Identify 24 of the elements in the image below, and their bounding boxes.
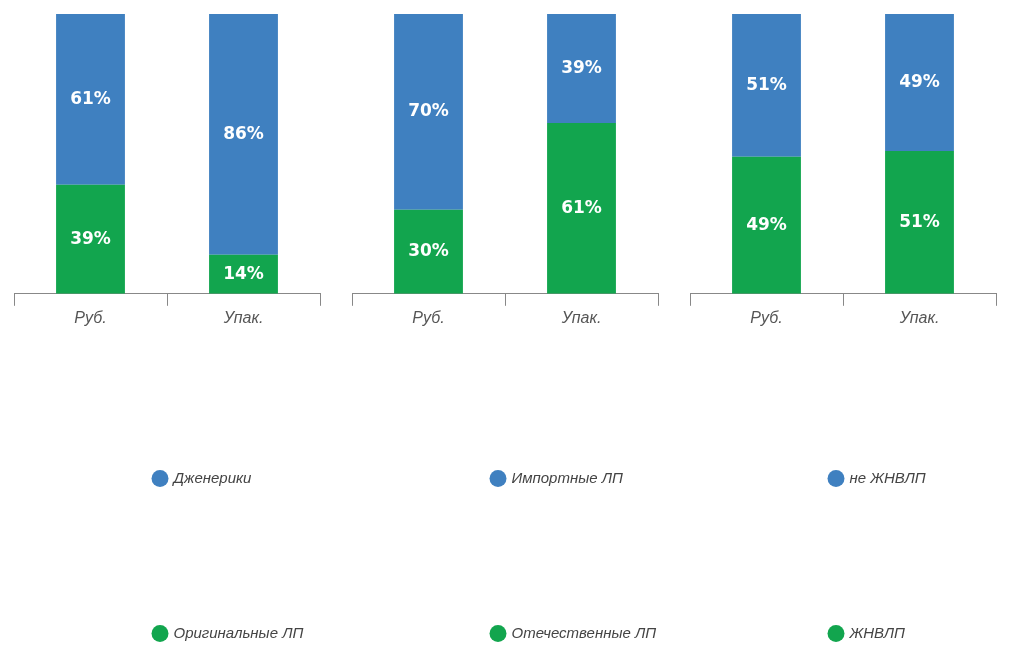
legend-label: не ЖНВЛП: [849, 468, 926, 486]
legend-label: Дженерики: [171, 468, 253, 486]
data-label: 14%: [223, 262, 264, 283]
data-label: 86%: [223, 122, 264, 143]
data-label: 51%: [899, 210, 940, 231]
data-label: 49%: [746, 213, 787, 234]
data-label: 61%: [70, 87, 111, 108]
data-label: 51%: [746, 73, 787, 94]
data-label: 30%: [408, 240, 449, 261]
data-label: 39%: [70, 227, 111, 248]
data-label: 61%: [561, 196, 602, 217]
legend-label: Отечественные ЛП: [511, 623, 657, 641]
data-label: 39%: [561, 56, 602, 77]
legend-label: ЖНВЛП: [848, 623, 906, 641]
data-label: 49%: [899, 70, 940, 91]
x-tick-label: Упак.: [560, 308, 602, 326]
data-label: 70%: [408, 100, 449, 121]
legend-label: Оригинальные ЛП: [173, 623, 304, 641]
x-tick-label: Упак.: [222, 308, 264, 326]
x-tick-label: Руб.: [74, 308, 107, 326]
legend-label: Импортные ЛП: [511, 468, 624, 486]
x-tick-label: Руб.: [750, 308, 783, 326]
x-tick-label: Упак.: [898, 308, 940, 326]
x-tick-label: Руб.: [412, 308, 445, 326]
